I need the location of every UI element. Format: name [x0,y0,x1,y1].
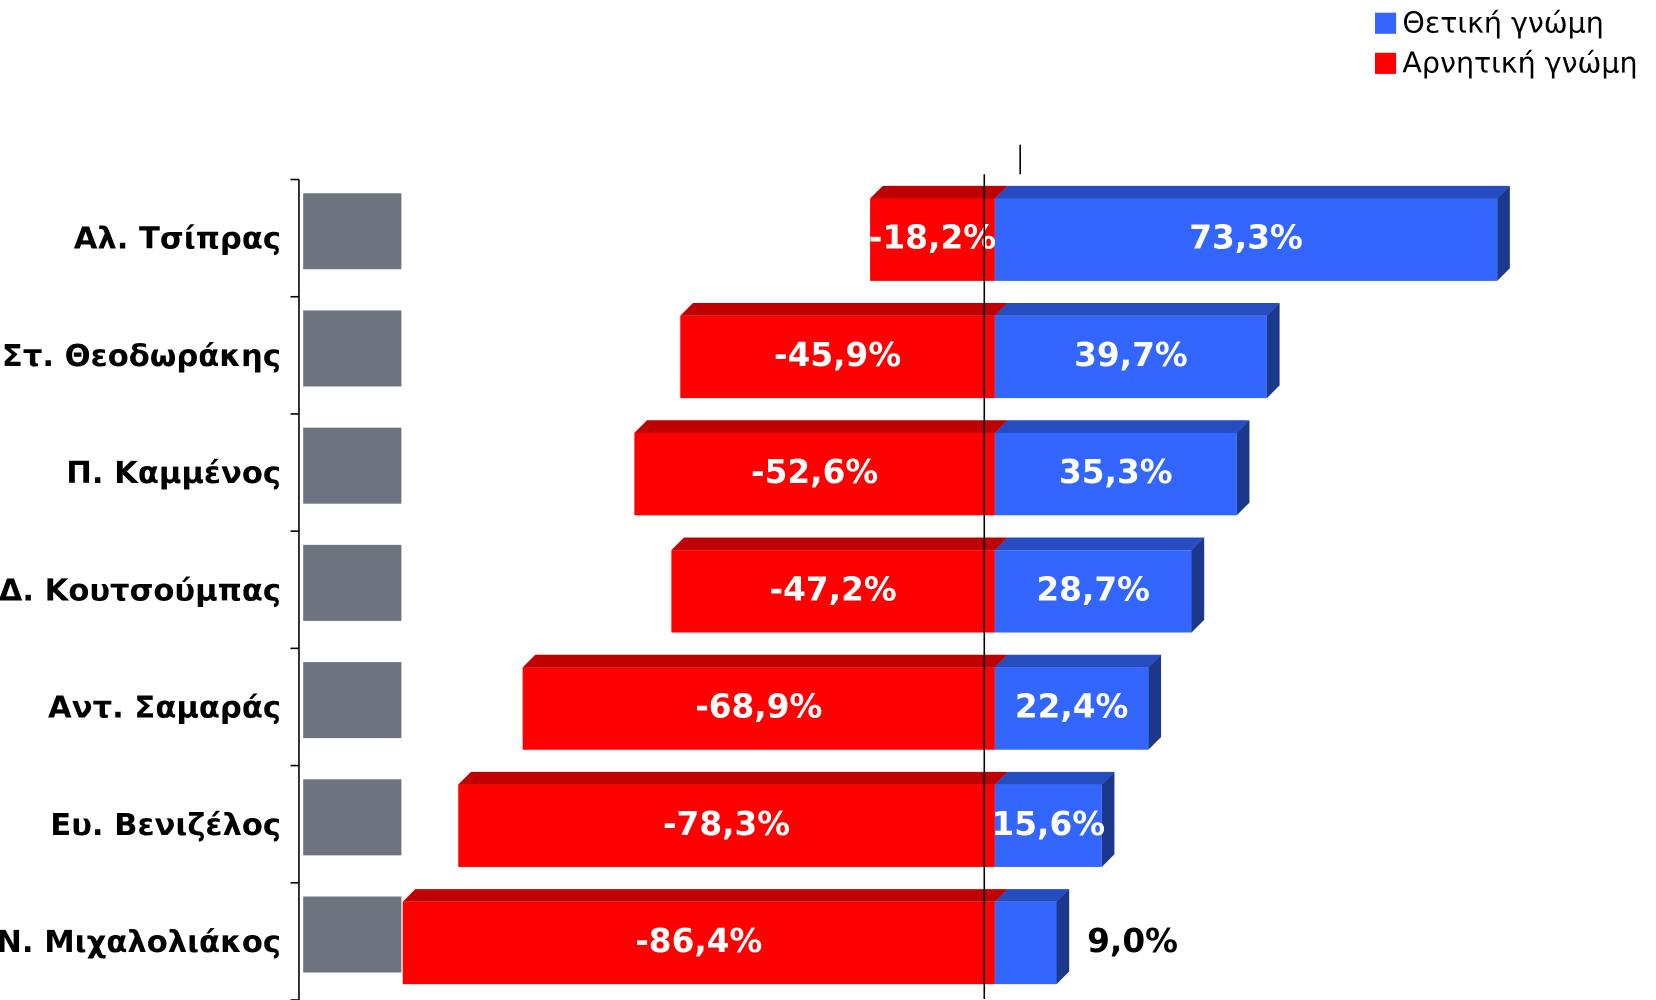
bar [671,550,995,633]
value-label: -68,9% [695,688,822,726]
bar [994,198,1498,281]
value-label: 35,3% [1059,453,1173,491]
value-label: 28,7% [1036,570,1150,608]
bar [994,901,1057,985]
value-label: 39,7% [1074,336,1188,374]
bar-side [1191,537,1205,633]
photo [303,310,402,387]
value-label: 15,6% [992,805,1106,843]
photo [303,193,402,270]
category-label: Π. Καμμένος [66,456,281,491]
bar [680,315,995,399]
photo [303,544,402,621]
legend-swatch [1374,12,1397,34]
photo [303,896,402,973]
bar-side [1497,185,1510,281]
legend-swatch [1374,52,1397,74]
value-label: 22,4% [1015,688,1129,726]
category-label: Ευ. Βενιζέλος [50,808,281,843]
bar [994,315,1267,399]
bar-top [870,185,1008,199]
value-label: -86,4% [635,922,762,960]
value-label: 9,0% [1087,922,1178,960]
bar-top [994,771,1115,785]
value-label: -18,2% [869,219,996,257]
category-label: Αντ. Σαμαράς [48,691,281,726]
bar [994,784,1102,867]
photo [303,779,402,856]
bar-side [1266,303,1280,399]
bar-side [1148,654,1162,750]
bar-top [458,771,1008,785]
photos [303,193,402,973]
category-label: Ν. Μιχαλολιάκος [0,925,281,960]
bar-side [1056,889,1070,985]
value-label: -78,3% [663,805,790,843]
bar-side [1101,771,1115,867]
bar [994,550,1192,633]
bar-top [994,889,1070,902]
category-label: Δ. Κουτσούμπας [0,573,281,608]
photo [303,427,402,504]
legend-label: Αρνητική γνώμη [1402,46,1637,79]
bar [870,198,995,281]
photo [303,662,402,739]
bar [402,901,995,985]
bar-top [994,420,1250,433]
bar-top [680,303,1008,316]
bar-top [994,185,1510,199]
value-label: -47,2% [770,570,897,608]
bar-top [402,889,1008,902]
bar-top [634,420,1008,433]
category-label: Αλ. Τσίπρας [74,222,281,257]
bar-top [994,537,1205,551]
bar-top [994,303,1280,316]
bar [522,667,995,750]
bar [994,667,1149,750]
legend-label: Θετική γνώμη [1402,6,1603,39]
bar-top [994,654,1162,668]
bar [994,432,1237,516]
bar-top [522,654,1008,668]
value-label: -52,6% [751,453,878,491]
value-label: -45,9% [774,336,901,374]
bar-top [671,537,1008,551]
bar [458,784,995,867]
category-label: Στ. Θεοδωράκης [2,339,281,374]
value-label: 73,3% [1189,219,1303,257]
bar-side [1236,420,1250,516]
bar [634,432,995,516]
